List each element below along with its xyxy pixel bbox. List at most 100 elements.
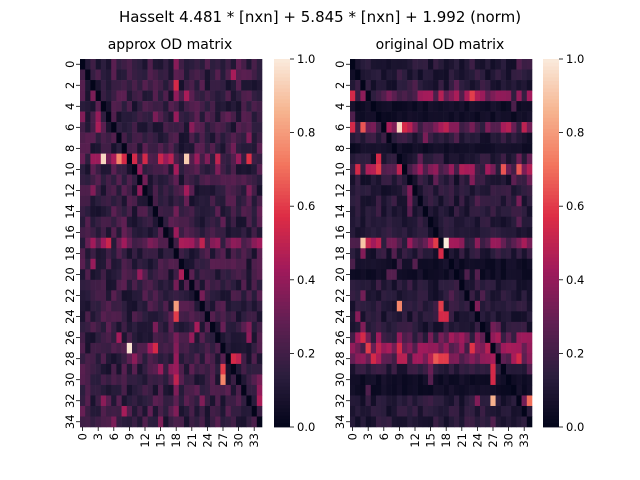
heatmap-cell <box>454 258 460 270</box>
heatmap-cell <box>106 374 112 386</box>
heatmap-cell <box>443 311 450 323</box>
heatmap-cell <box>147 237 154 249</box>
colorbar-segment <box>274 346 290 351</box>
heatmap-cell <box>370 300 377 312</box>
heatmap-cell <box>469 227 476 239</box>
heatmap-cell <box>370 311 377 323</box>
heatmap-cell <box>194 101 200 112</box>
heatmap-cell <box>376 216 382 228</box>
heatmap-cell <box>178 143 185 154</box>
heatmap-cell <box>173 143 180 154</box>
heatmap-cell <box>495 216 502 228</box>
heatmap-cell <box>116 363 122 375</box>
heatmap-cell <box>490 311 496 323</box>
heatmap-cell <box>396 59 403 70</box>
heatmap-cell <box>417 69 424 81</box>
heatmap-cell <box>370 132 377 144</box>
heatmap-cell <box>376 90 382 102</box>
heatmap-cell <box>184 374 190 386</box>
heatmap-cell <box>355 227 361 239</box>
heatmap-cell <box>178 195 185 207</box>
heatmap-cell <box>126 279 133 291</box>
heatmap-cell <box>163 143 169 154</box>
heatmap-cell <box>100 353 107 365</box>
colorbar-segment <box>543 393 559 398</box>
heatmap-cell <box>355 111 361 123</box>
colorbar-segment <box>543 279 559 284</box>
colorbar-segment <box>543 77 559 82</box>
heatmap-cell <box>402 164 408 175</box>
heatmap-cell <box>142 300 148 312</box>
heatmap-cell <box>386 300 392 312</box>
heatmap-cell <box>147 279 154 291</box>
heatmap-cell <box>173 80 180 91</box>
heatmap-cell <box>469 342 476 354</box>
heatmap-cell <box>173 237 180 249</box>
heatmap-cell <box>85 416 91 428</box>
heatmap-cell <box>236 227 242 239</box>
heatmap-cell <box>173 101 180 112</box>
heatmap-cell <box>459 90 465 102</box>
heatmap-cell <box>464 279 470 291</box>
heatmap-cell <box>80 269 86 281</box>
heatmap-cell <box>350 195 356 207</box>
heatmap-cell <box>412 311 418 323</box>
heatmap-cell <box>126 164 133 175</box>
heatmap-cell <box>506 185 512 196</box>
heatmap-cell <box>365 206 372 218</box>
heatmap-cell <box>241 122 247 133</box>
heatmap-cell <box>80 363 86 375</box>
colorbar-segment <box>543 290 559 295</box>
heatmap-cell <box>121 143 128 154</box>
heatmap-cell <box>230 332 237 344</box>
heatmap-cell <box>438 206 444 218</box>
heatmap-cell <box>152 195 159 207</box>
heatmap-cell <box>433 321 439 333</box>
heatmap-cell <box>438 153 444 165</box>
heatmap-cell <box>355 153 361 165</box>
heatmap-cell <box>516 111 522 123</box>
colorbar-segment <box>543 209 559 214</box>
colorbar-segment <box>543 415 559 421</box>
heatmap-cell <box>215 59 221 70</box>
heatmap-cell <box>407 311 413 323</box>
heatmap-cell <box>506 395 512 407</box>
heatmap-cell <box>220 258 226 270</box>
heatmap-cell <box>464 290 470 302</box>
heatmap-cell <box>111 353 117 365</box>
heatmap-cell <box>246 258 252 270</box>
heatmap-cell <box>90 90 96 102</box>
heatmap-cell <box>236 185 242 196</box>
heatmap-cell <box>152 384 159 396</box>
heatmap-cell <box>184 185 190 196</box>
heatmap-cell <box>428 342 434 354</box>
y-tick-label: 6 <box>333 124 347 131</box>
heatmap-cell <box>241 248 247 260</box>
heatmap-cell <box>137 216 143 228</box>
colorbar-segment <box>543 368 559 373</box>
heatmap-cell <box>137 237 143 249</box>
heatmap-cell <box>448 195 455 207</box>
heatmap-cell <box>106 332 112 344</box>
heatmap-cell <box>370 195 377 207</box>
y-tick-label: 20 <box>333 267 347 282</box>
heatmap-cell <box>355 132 361 144</box>
heatmap-cell <box>95 374 102 386</box>
heatmap-cell <box>225 300 232 312</box>
heatmap-cell <box>490 416 496 428</box>
heatmap-cell <box>210 269 216 281</box>
heatmap-cell <box>365 300 372 312</box>
heatmap-cell <box>500 237 507 249</box>
heatmap-cell <box>516 80 522 91</box>
heatmap-cell <box>355 332 361 344</box>
heatmap-cell <box>365 405 372 417</box>
heatmap-cell <box>521 416 528 428</box>
heatmap-cell <box>417 153 424 165</box>
heatmap-cell <box>236 122 242 133</box>
colorbar-tick-label: 0.6 <box>566 199 584 213</box>
heatmap-cell <box>485 185 491 196</box>
heatmap-cell <box>126 395 133 407</box>
heatmap-cell <box>490 153 496 165</box>
heatmap-cell <box>85 195 91 207</box>
